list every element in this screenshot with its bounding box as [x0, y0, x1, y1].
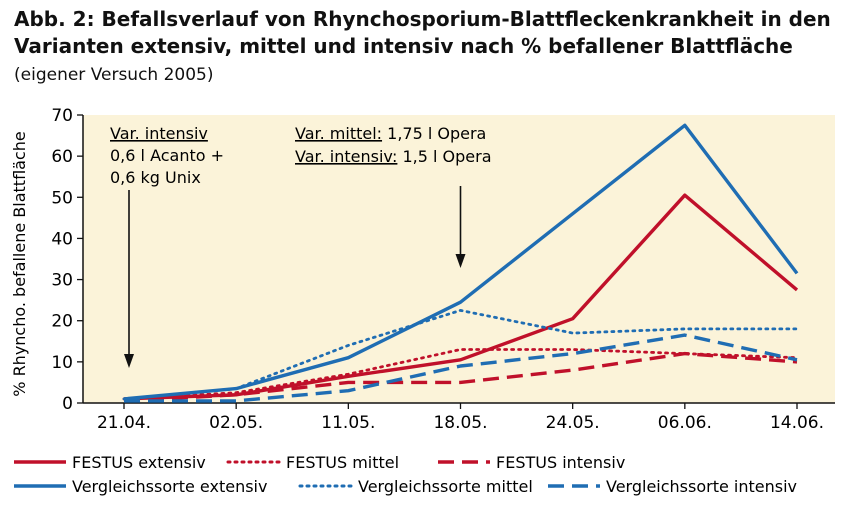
- chart-title-note: (eigener Versuch 2005): [14, 65, 214, 85]
- y-tick-label: 10: [51, 353, 73, 373]
- x-tick-label: 02.05.: [209, 413, 263, 433]
- axes: 0 10 20 30 40 50 60 70 21.04. 02.05. 11.05. 18.05. 2…: [10, 106, 835, 433]
- legend-label: FESTUS mittel: [286, 453, 399, 472]
- legend: FESTUS extensiv FESTUS mittel FESTUS inten…: [14, 453, 797, 496]
- annotation-text: 0,6 kg Unix: [110, 168, 201, 187]
- chart-title: Abb. 2: Befallsverlauf von Rhynchosporiu…: [14, 6, 844, 89]
- series-line: [123, 351, 798, 403]
- annotation-arrowhead: [455, 254, 466, 268]
- y-tick-label: 20: [51, 312, 73, 332]
- legend-label: Vergleichssorte intensiv: [606, 477, 797, 496]
- x-tick-label: 11.05.: [321, 413, 375, 433]
- legend-label: Vergleichssorte mittel: [358, 477, 533, 496]
- y-tick-label: 40: [51, 229, 73, 249]
- annotation-arrowhead: [124, 354, 134, 368]
- series-line: [123, 193, 799, 401]
- series-line: [122, 348, 799, 401]
- annotation-text: Var. mittel: 1,75 l Opera: [295, 124, 486, 143]
- x-tick-label: 24.05.: [546, 413, 600, 433]
- annotation-text: Var. intensiv: [110, 124, 208, 143]
- series-line: [124, 333, 798, 403]
- y-tick-label: 60: [51, 147, 73, 167]
- legend-label: FESTUS extensiv: [72, 453, 206, 472]
- x-tick-label: 06.06.: [658, 413, 712, 433]
- x-tick-label: 18.05.: [433, 413, 487, 433]
- y-tick-label: 30: [51, 271, 73, 291]
- annotation-text: 0,6 l Acanto +: [110, 146, 224, 165]
- y-axis-label: % Rhyncho. befallene Blattfläche: [10, 131, 29, 396]
- series-lines: [122, 123, 799, 403]
- legend-label: Vergleichssorte extensiv: [72, 477, 267, 496]
- y-tick-label: 0: [62, 394, 73, 414]
- x-tick-label: 21.04.: [97, 413, 151, 433]
- x-tick-label: 14.06.: [770, 413, 824, 433]
- chart-title-main: Abb. 2: Befallsverlauf von Rhynchosporiu…: [14, 7, 831, 58]
- y-tick-label: 70: [51, 106, 73, 126]
- y-tick-label: 50: [51, 188, 73, 208]
- annotation-text: Var. intensiv: 1,5 l Opera: [295, 147, 492, 166]
- legend-label: FESTUS intensiv: [496, 453, 625, 472]
- series-line: [122, 308, 799, 401]
- annotations: Var. intensiv 0,6 l Acanto + 0,6 kg Unix Va…: [110, 124, 492, 368]
